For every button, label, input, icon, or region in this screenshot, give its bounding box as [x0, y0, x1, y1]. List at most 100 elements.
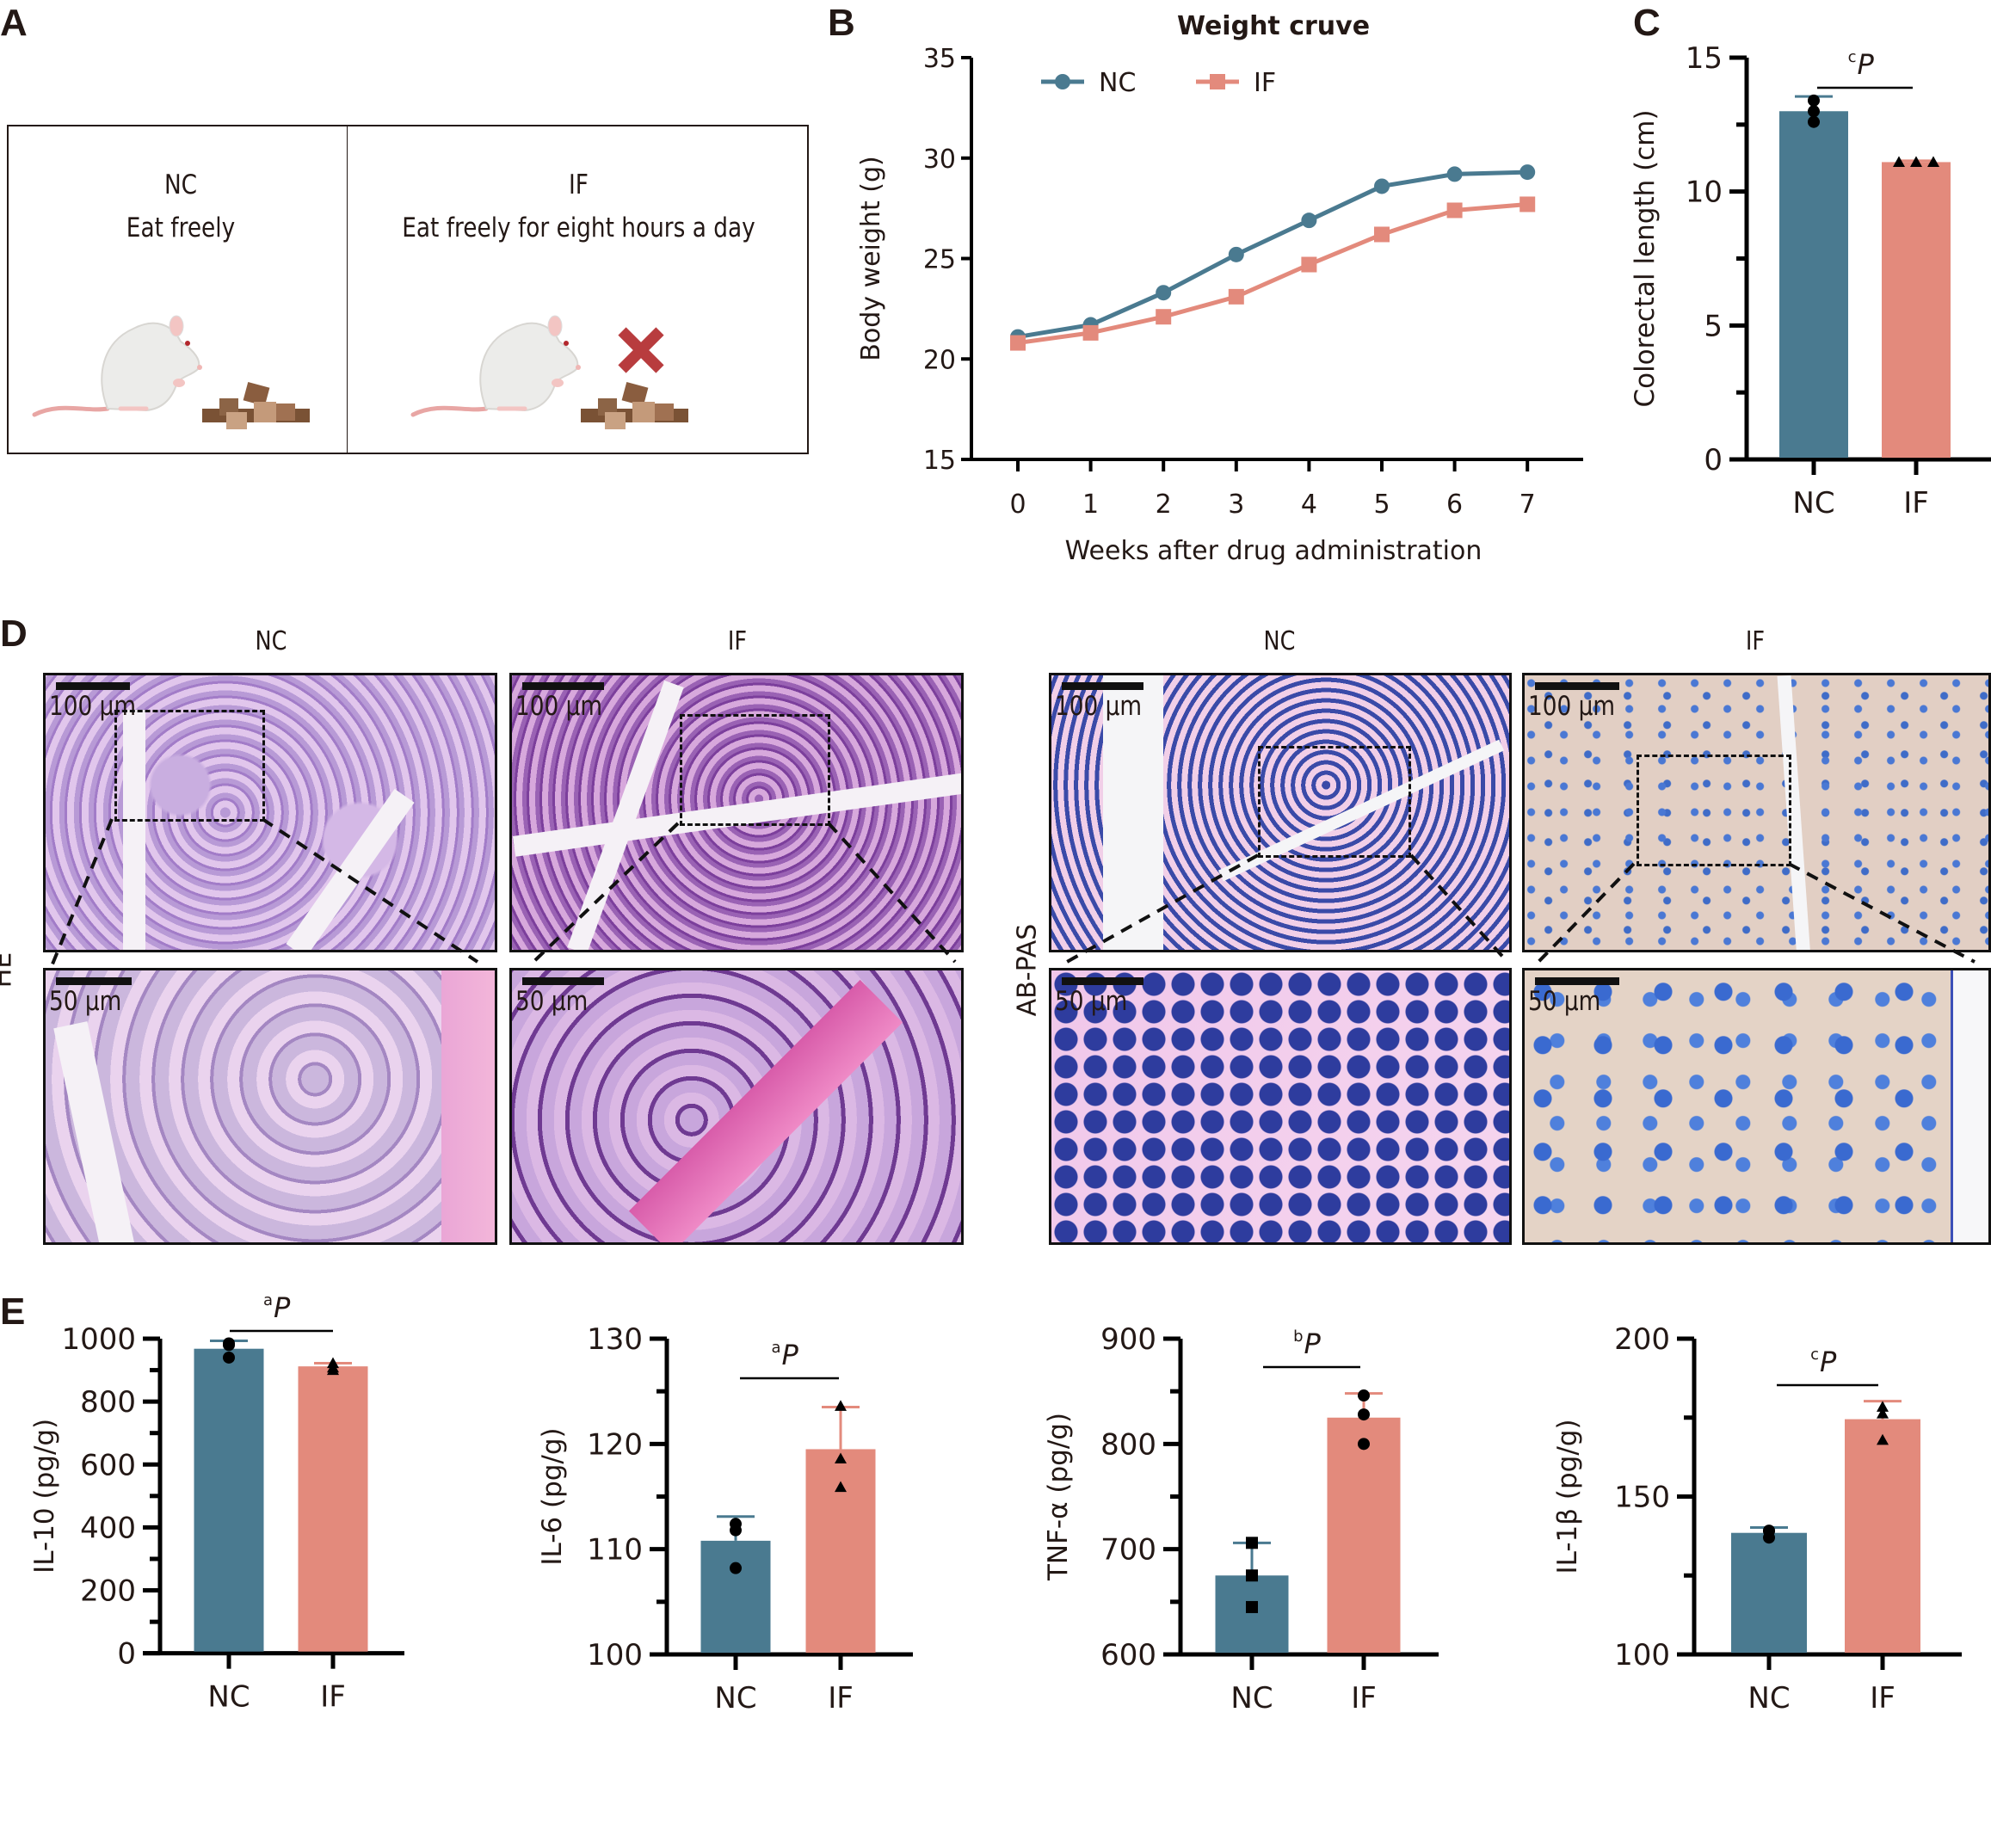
histology-he-nc-zoom: 50 μm [43, 968, 497, 1245]
x-tick-label: NC [714, 1681, 756, 1716]
muscle-layer [441, 970, 495, 1242]
series-line-if [1017, 201, 1528, 346]
zoom-region-box [1258, 746, 1411, 858]
significance-superscript: c [1848, 48, 1857, 66]
histology-he-if-zoom: 50 μm [509, 968, 964, 1245]
data-point-nc [730, 1562, 742, 1574]
diet-schema-box: NC Eat freely IF Eat freely for eight ho… [7, 125, 809, 454]
col-label-he-nc: NC [255, 626, 287, 656]
scale-bar [1062, 977, 1143, 985]
connector-line [261, 817, 479, 964]
y-tick-label: 200 [80, 1574, 136, 1609]
il1b-chart: 100 150 200 IL-1β (pg/g) NC IF c P [1552, 1322, 1962, 1716]
scale-bar [56, 977, 132, 985]
bar-nc [1779, 111, 1848, 458]
data-point-nc [1519, 164, 1536, 181]
data-point-if [835, 1481, 847, 1493]
nc-group-label: NC [163, 169, 198, 200]
y-tick-label: 5 [1704, 309, 1723, 343]
data-point-nc [1808, 94, 1820, 107]
x-tick-label: 0 [1009, 490, 1026, 520]
data-point-if [1082, 324, 1099, 341]
panel-letter-c: C [1633, 2, 1661, 44]
x-tick-label: 5 [1373, 490, 1390, 520]
significance-superscript: a [263, 1291, 273, 1309]
y-axis-label: Body weight (g) [856, 156, 886, 360]
y-axis-label: TNF-α (pg/g) [1043, 1413, 1074, 1581]
data-point-if [1446, 202, 1463, 219]
data-point-nc [1246, 1569, 1258, 1582]
histology-he-nc-overview: 100 μm [43, 673, 497, 952]
significance-label: P [1820, 1346, 1837, 1378]
data-point-if [1358, 1408, 1370, 1421]
il6-chart: 100 110 120 130 IL-6 (pg/g) NC IF a P [537, 1322, 913, 1716]
significance-label: P [1304, 1327, 1322, 1360]
legend-marker-if [1210, 74, 1225, 89]
data-point-if [1358, 1438, 1370, 1451]
panel-letter-a: A [0, 2, 28, 44]
data-point-nc [1446, 166, 1463, 182]
data-point-nc [223, 1351, 235, 1364]
y-axis-label: IL-10 (pg/g) [29, 1419, 60, 1574]
panel-letter-d: D [0, 613, 28, 655]
scale-bar [56, 682, 130, 690]
y-axis-label: IL-1β (pg/g) [1552, 1419, 1583, 1574]
y-tick-label: 30 [923, 145, 956, 175]
connector-line [827, 822, 957, 964]
data-point-if [327, 1361, 339, 1373]
significance-superscript: a [771, 1339, 780, 1357]
data-point-nc [1228, 246, 1244, 262]
bar-nc [194, 1348, 264, 1652]
significance-label: P [782, 1339, 799, 1371]
data-point-if [1010, 335, 1026, 351]
x-tick-label: 6 [1446, 490, 1463, 520]
y-tick-label: 0 [1704, 443, 1723, 477]
significance-label: P [1858, 48, 1875, 81]
weight-curve-chart: Weight cruve 15 20 25 30 35 0 1 2 3 4 5 6 7 Weeks afte… [856, 11, 1583, 566]
scale-label: 100 μm [1528, 691, 1616, 722]
food-pellets-icon [581, 382, 688, 429]
connector-line [50, 818, 114, 967]
bar-if [1845, 1419, 1920, 1653]
significance-label: P [274, 1291, 291, 1324]
y-tick-label: 10 [1686, 176, 1723, 210]
data-point-if [1877, 1407, 1889, 1419]
data-point-nc [1301, 213, 1317, 229]
lumen-space [1951, 970, 1988, 1242]
y-tick-label: 20 [923, 345, 956, 375]
scale-label: 100 μm [1055, 691, 1143, 722]
y-tick-label: 110 [587, 1533, 643, 1568]
bar-nc [700, 1540, 771, 1653]
data-point-nc [1763, 1531, 1775, 1544]
y-tick-label: 15 [1686, 41, 1723, 76]
data-point-if [1910, 156, 1922, 168]
x-axis-label: Weeks after drug administration [1065, 536, 1482, 566]
significance-superscript: c [1810, 1346, 1819, 1364]
y-tick-label: 1000 [61, 1322, 136, 1357]
x-tick-label: NC [1230, 1681, 1273, 1716]
data-point-nc [730, 1524, 742, 1537]
bar-if [805, 1449, 876, 1653]
x-tick-label: NC [1792, 486, 1834, 521]
col-label-abpas-if: IF [1745, 626, 1766, 656]
x-tick-label: IF [828, 1681, 854, 1716]
connector-line [1537, 862, 1636, 964]
data-point-if [1927, 156, 1939, 168]
col-label-he-if: IF [727, 626, 748, 656]
bar-if [1327, 1417, 1401, 1653]
x-tick-label: IF [320, 1680, 346, 1715]
data-point-nc [1374, 178, 1390, 194]
scale-label: 50 μm [515, 986, 589, 1017]
y-tick-label: 120 [587, 1427, 643, 1462]
x-tick-label: 7 [1519, 490, 1536, 520]
x-tick-label: NC [1748, 1681, 1790, 1716]
series-line-nc [1017, 169, 1528, 340]
scale-bar [1535, 977, 1619, 985]
y-tick-label: 900 [1100, 1322, 1156, 1357]
zoom-connector-lines [50, 817, 1976, 967]
data-point-if [1228, 288, 1244, 305]
lumen-space [1103, 675, 1163, 950]
connector-line [532, 822, 680, 964]
scale-label: 50 μm [1528, 986, 1601, 1017]
scale-label: 50 μm [1055, 986, 1128, 1017]
